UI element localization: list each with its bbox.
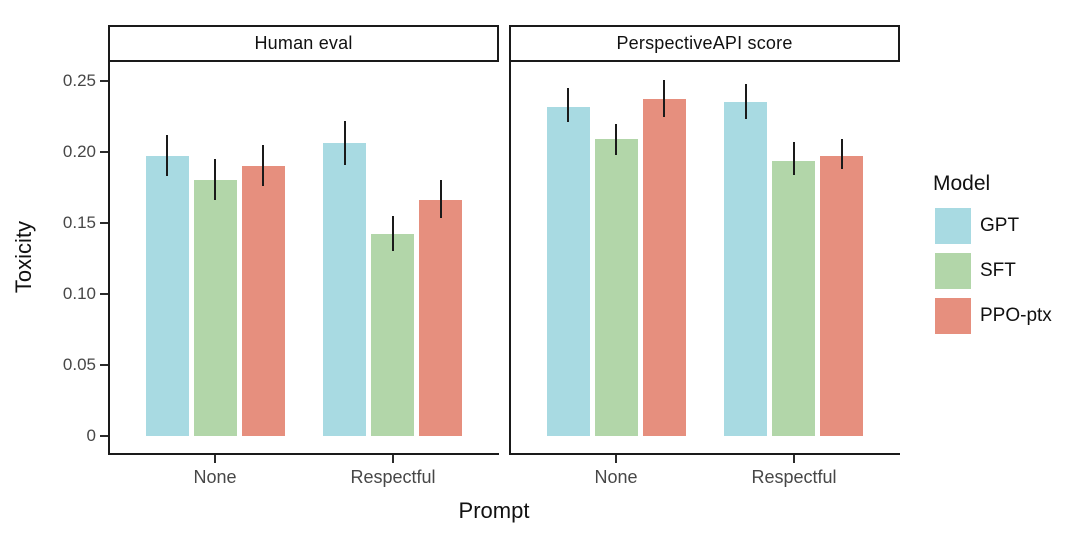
- y-tick-label: 0.10: [62, 284, 96, 303]
- panel-human-eval: [108, 62, 499, 455]
- y-tick-mark: [100, 364, 108, 366]
- error-bar-ppo-ptx-respectful: [440, 180, 442, 218]
- error-bar-sft-none: [615, 124, 617, 155]
- error-bar-gpt-none: [166, 135, 168, 176]
- facet-strip-human-eval: Human eval: [108, 25, 499, 62]
- error-bar-sft-respectful: [392, 216, 394, 251]
- x-tick-mark: [214, 455, 216, 463]
- bar-gpt-respectful: [323, 143, 366, 436]
- x-tick-label: None: [594, 467, 638, 487]
- x-tick-mark: [793, 455, 795, 463]
- x-tick-mark: [392, 455, 394, 463]
- error-bar-ppo-ptx-none: [663, 80, 665, 117]
- bar-sft-none: [595, 139, 638, 436]
- bar-ppo-ptx-none: [643, 99, 686, 436]
- x-tick-label: None: [193, 467, 237, 487]
- error-bar-gpt-respectful: [344, 121, 346, 165]
- y-tick-label: 0.15: [62, 213, 96, 232]
- error-bar-ppo-ptx-none: [262, 145, 264, 186]
- facet-strip-perspective-api: PerspectiveAPI score: [509, 25, 900, 62]
- bar-sft-respectful: [371, 234, 414, 436]
- legend-title: Model: [933, 172, 991, 195]
- y-tick-label: 0: [86, 426, 96, 445]
- bar-gpt-none: [547, 107, 590, 436]
- legend-swatch-ppo-ptx: [935, 298, 971, 334]
- bar-ppo-ptx-none: [242, 166, 285, 436]
- legend-swatch-sft: [935, 253, 971, 289]
- y-tick-mark: [100, 222, 108, 224]
- error-bar-ppo-ptx-respectful: [841, 139, 843, 169]
- error-bar-sft-respectful: [793, 142, 795, 175]
- bar-gpt-none: [146, 156, 189, 436]
- y-tick-mark: [100, 80, 108, 82]
- bar-ppo-ptx-respectful: [820, 156, 863, 436]
- error-bar-gpt-none: [567, 88, 569, 122]
- facet-strip-label: Human eval: [254, 33, 353, 53]
- x-tick-mark: [615, 455, 617, 463]
- y-tick-mark: [100, 151, 108, 153]
- y-tick-label: 0.20: [62, 142, 96, 161]
- y-tick-mark: [100, 435, 108, 437]
- bar-gpt-respectful: [724, 102, 767, 436]
- x-tick-label: Respectful: [751, 467, 837, 487]
- y-tick-label: 0.05: [62, 355, 96, 374]
- legend-entries: GPT SFT PPO-ptx: [915, 208, 1075, 350]
- panel-perspective-api: [509, 62, 900, 455]
- x-axis-title: Prompt: [458, 498, 530, 523]
- bar-ppo-ptx-respectful: [419, 200, 462, 436]
- legend-swatch-gpt: [935, 208, 971, 244]
- legend-label-ppo-ptx: PPO-ptx: [980, 305, 1052, 326]
- error-bar-sft-none: [214, 159, 216, 200]
- bar-sft-none: [194, 180, 237, 436]
- y-tick-label: 0.25: [62, 71, 96, 90]
- y-axis-title: Toxicity: [11, 220, 36, 294]
- facet-strip-label: PerspectiveAPI score: [616, 33, 793, 53]
- legend-label-sft: SFT: [980, 260, 1016, 281]
- legend: Model GPT SFT PPO-ptx: [915, 170, 1075, 350]
- error-bar-gpt-respectful: [745, 84, 747, 119]
- y-tick-mark: [100, 293, 108, 295]
- x-tick-label: Respectful: [350, 467, 436, 487]
- legend-label-gpt: GPT: [980, 215, 1020, 236]
- bar-sft-respectful: [772, 161, 815, 436]
